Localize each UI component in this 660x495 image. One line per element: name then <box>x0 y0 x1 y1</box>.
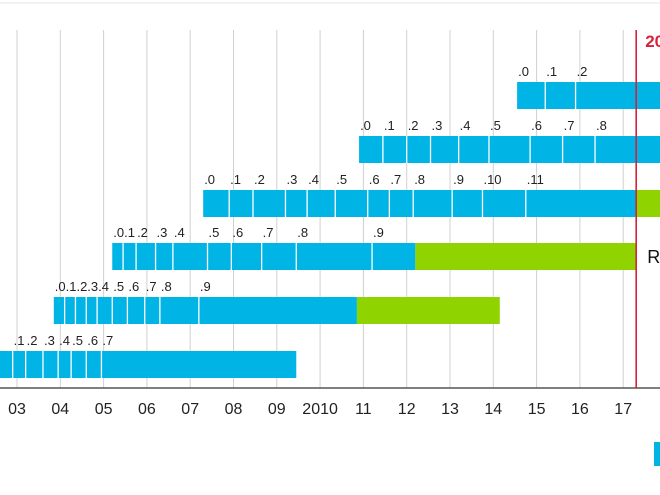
active-support-bar <box>203 190 637 217</box>
release-label: .2 <box>408 118 419 133</box>
x-tick-label: 06 <box>138 401 156 418</box>
x-tick-label: 11 <box>355 401 372 418</box>
release-label: .2 <box>137 225 148 240</box>
release-label: .2 <box>27 333 38 348</box>
release-label: .4 <box>460 118 471 133</box>
release-label: .0 <box>518 64 529 79</box>
x-tick-label: 15 <box>528 401 546 418</box>
x-tick-label: 14 <box>484 401 502 418</box>
release-label: .1 <box>66 279 77 294</box>
active-support-bar <box>517 82 660 109</box>
x-tick-label: 09 <box>268 401 286 418</box>
release-label: .7 <box>263 225 274 240</box>
x-tick-label: 16 <box>571 401 589 418</box>
release-label: .0 <box>113 225 124 240</box>
release-label: .6 <box>232 225 243 240</box>
release-label: .8 <box>161 279 172 294</box>
release-label: .1 <box>124 225 135 240</box>
release-label: .8 <box>414 172 425 187</box>
row-end-label: R <box>647 247 660 267</box>
extended-support-bar <box>356 297 500 324</box>
release-label: .6 <box>369 172 380 187</box>
release-label: .6 <box>87 333 98 348</box>
release-label: .4 <box>98 279 109 294</box>
release-label: .5 <box>490 118 501 133</box>
release-label: .0 <box>360 118 371 133</box>
release-row-5 <box>53 297 500 324</box>
release-label: .1 <box>230 172 241 187</box>
release-label: .3 <box>44 333 55 348</box>
active-support-bar <box>359 136 660 163</box>
release-label: .2 <box>254 172 265 187</box>
release-row-1 <box>517 82 660 109</box>
x-tick-label: 17 <box>614 401 632 418</box>
release-label: .2 <box>76 279 87 294</box>
x-tick-label: 03 <box>8 401 26 418</box>
release-label: .8 <box>596 118 607 133</box>
x-tick-label: 05 <box>95 401 113 418</box>
release-labels: .0.1.2.0.1.2.3.4.5.6.7.8.0.1.2.3.4.5.6.7… <box>14 64 660 348</box>
release-bars <box>0 82 660 378</box>
active-support-bar <box>112 243 416 270</box>
release-label: .3 <box>432 118 443 133</box>
release-label: .9 <box>200 279 211 294</box>
release-row-4 <box>112 243 637 270</box>
release-label: .0 <box>204 172 215 187</box>
active-support-bar <box>0 351 297 378</box>
release-label: .7 <box>390 172 401 187</box>
release-label: .9 <box>453 172 464 187</box>
release-label: .0 <box>55 279 66 294</box>
today-marker: 20 <box>635 30 660 388</box>
release-row-2 <box>359 136 660 163</box>
x-tick-label: 12 <box>398 401 416 418</box>
release-label: .5 <box>209 225 220 240</box>
release-label: .1 <box>384 118 395 133</box>
release-label: .11 <box>527 172 544 187</box>
x-axis: 030405060708092010111213141516171 <box>0 387 660 418</box>
release-label: .1 <box>14 333 25 348</box>
today-label: 20 <box>645 32 660 51</box>
legend <box>654 442 660 466</box>
release-row-3 <box>203 190 660 217</box>
release-label: .6 <box>531 118 542 133</box>
release-label: .7 <box>564 118 575 133</box>
release-row-6 <box>0 351 297 378</box>
release-label: .3 <box>286 172 297 187</box>
release-label: .9 <box>373 225 384 240</box>
release-label: .6 <box>128 279 139 294</box>
active-support-bar <box>53 297 357 324</box>
release-label: .2 <box>577 64 588 79</box>
x-tick-label: 2010 <box>302 401 338 418</box>
release-label: .3 <box>87 279 98 294</box>
release-label: .4 <box>59 333 70 348</box>
release-label: .5 <box>72 333 83 348</box>
x-tick-label: 13 <box>441 401 459 418</box>
release-label: .4 <box>308 172 319 187</box>
release-label: .7 <box>146 279 157 294</box>
x-tick-label: 07 <box>181 401 199 418</box>
release-label: .5 <box>336 172 347 187</box>
extended-support-bar <box>415 243 637 270</box>
release-label: .3 <box>157 225 168 240</box>
release-label: .8 <box>297 225 308 240</box>
release-label: .7 <box>102 333 113 348</box>
extended-support-bar <box>636 190 660 217</box>
x-tick-label: 08 <box>225 401 243 418</box>
release-label: .1 <box>546 64 557 79</box>
release-label: .10 <box>483 172 501 187</box>
release-label: .5 <box>113 279 124 294</box>
release-label: .4 <box>174 225 185 240</box>
legend-swatch-active <box>654 442 660 466</box>
x-tick-label: 04 <box>51 401 69 418</box>
